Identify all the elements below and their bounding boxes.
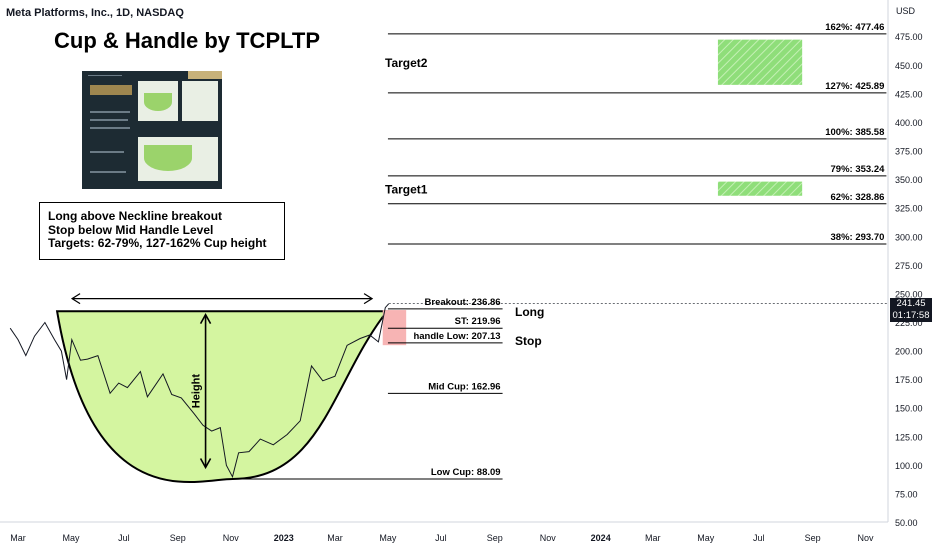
arrowhead-right	[363, 293, 374, 305]
bar-countdown: 01:17:58	[892, 310, 930, 321]
x-axis: Mar May Jul Sep Nov 2023 Mar May Jul Sep Nov 2024 Ma…	[10, 533, 874, 543]
thumbnail-panel	[182, 81, 218, 121]
y-tick-label: 50.00	[895, 518, 918, 528]
x-tick-label: Nov	[540, 533, 557, 543]
fib-label: 38%: 293.70	[831, 232, 885, 243]
x-tick-label: Jul	[753, 533, 765, 543]
level-label: ST: 219.96	[455, 316, 501, 327]
x-tick-label: Sep	[170, 533, 186, 543]
thumbnail-panel	[138, 137, 218, 181]
y-tick-label: 425.00	[895, 89, 923, 99]
cup-shape	[55, 310, 390, 484]
x-tick-label: Mar	[10, 533, 26, 543]
fib-levels: 162%: 477.46 127%: 425.89 100%: 385.58 79%:…	[387, 22, 887, 245]
strategy-line-entry: Long above Neckline breakout	[48, 209, 223, 223]
fib-label: 62%: 328.86	[831, 192, 885, 203]
strategy-box: Long above Neckline breakout Stop below …	[39, 202, 285, 260]
x-tick-label: Jul	[435, 533, 447, 543]
last-price: 241.45	[896, 298, 926, 309]
level-label: Breakout: 236.86	[425, 297, 501, 308]
y-tick-label: 175.00	[895, 375, 923, 385]
thumbnail-panel	[138, 81, 178, 121]
thumbnail-line	[88, 75, 122, 76]
x-tick-label: Nov	[858, 533, 875, 543]
x-tick-label: 2023	[274, 533, 294, 543]
price-line	[9, 303, 390, 479]
fib-label: 79%: 353.24	[831, 164, 886, 175]
y-tick-label: 325.00	[895, 204, 923, 214]
symbol-header[interactable]: Meta Platforms, Inc., 1D, NASDAQ	[6, 7, 184, 19]
thumbnail-line	[90, 111, 130, 113]
target-zone	[717, 181, 803, 196]
y-tick-label: 400.00	[895, 118, 923, 128]
arrowhead-up	[199, 312, 212, 325]
strategy-line-targets: Targets: 62-79%, 127-162% Cup height	[48, 236, 267, 250]
y-tick-label: 475.00	[895, 32, 923, 42]
y-tick-label: 450.00	[895, 61, 923, 71]
target-zone	[717, 39, 803, 85]
long-label: Long	[515, 305, 544, 319]
zones: Target2 Target1	[382, 39, 803, 346]
arrowhead-down	[199, 458, 212, 470]
fib-label: 162%: 477.46	[825, 22, 884, 33]
arrowhead-left	[70, 293, 81, 305]
x-tick-label: Mar	[327, 533, 343, 543]
thumbnail-heading	[90, 85, 132, 95]
x-tick-label: May	[697, 533, 715, 543]
level-label: Mid Cup: 162.96	[428, 381, 500, 392]
thumbnail-line	[90, 171, 126, 173]
x-tick-label: Jul	[118, 533, 130, 543]
x-tick-label: Sep	[805, 533, 821, 543]
chart-title: Cup & Handle by TCPLTP	[54, 28, 321, 53]
y-tick-label: 75.00	[895, 489, 918, 499]
y-tick-label: 300.00	[895, 232, 923, 242]
x-tick-label: May	[62, 533, 80, 543]
level-label: Low Cup: 88.09	[431, 467, 501, 478]
fib-label: 127%: 425.89	[825, 81, 884, 92]
stop-zone	[382, 310, 407, 346]
y-tick-label: 250.00	[895, 289, 923, 299]
level-label: handle Low: 207.13	[413, 331, 500, 342]
pattern-levels: Breakout: 236.86 ST: 219.96 handle Low: 20…	[232, 297, 544, 480]
currency-label: USD	[896, 6, 916, 16]
price-series	[9, 303, 888, 479]
y-axis: 475.00 450.00 425.00 400.00 375.00 350.00 325.…	[895, 32, 923, 528]
y-tick-label: 100.00	[895, 461, 923, 471]
y-tick-label: 150.00	[895, 404, 923, 414]
y-tick-label: 275.00	[895, 261, 923, 271]
target-label: Target1	[385, 183, 428, 197]
thumbnail-line	[90, 151, 124, 153]
y-tick-label: 350.00	[895, 175, 923, 185]
thumbnail-badge	[188, 71, 222, 79]
last-price-tag: 241.45 01:17:58	[890, 298, 932, 322]
y-tick-label: 200.00	[895, 347, 923, 357]
target-label: Target2	[385, 56, 428, 70]
thumbnail-cup	[144, 93, 172, 111]
thumbnail-cup	[144, 145, 192, 171]
cup-fill	[55, 310, 390, 484]
x-tick-label: May	[379, 533, 397, 543]
x-tick-label: Nov	[223, 533, 240, 543]
x-tick-label: 2024	[591, 533, 611, 543]
thumbnail-line	[90, 127, 130, 129]
y-tick-label: 225.00	[895, 318, 923, 328]
tutorial-thumbnail	[82, 71, 222, 189]
thumbnail-line	[90, 119, 128, 121]
annotations: Height	[70, 293, 374, 470]
fib-label: 100%: 385.58	[825, 127, 884, 138]
height-label: Height	[191, 374, 203, 409]
x-tick-label: Mar	[645, 533, 661, 543]
y-tick-label: 125.00	[895, 432, 923, 442]
x-tick-label: Sep	[487, 533, 503, 543]
strategy-line-stop: Stop below Mid Handle Level	[48, 222, 214, 237]
stop-label: Stop	[515, 334, 542, 348]
y-tick-label: 375.00	[895, 147, 923, 157]
